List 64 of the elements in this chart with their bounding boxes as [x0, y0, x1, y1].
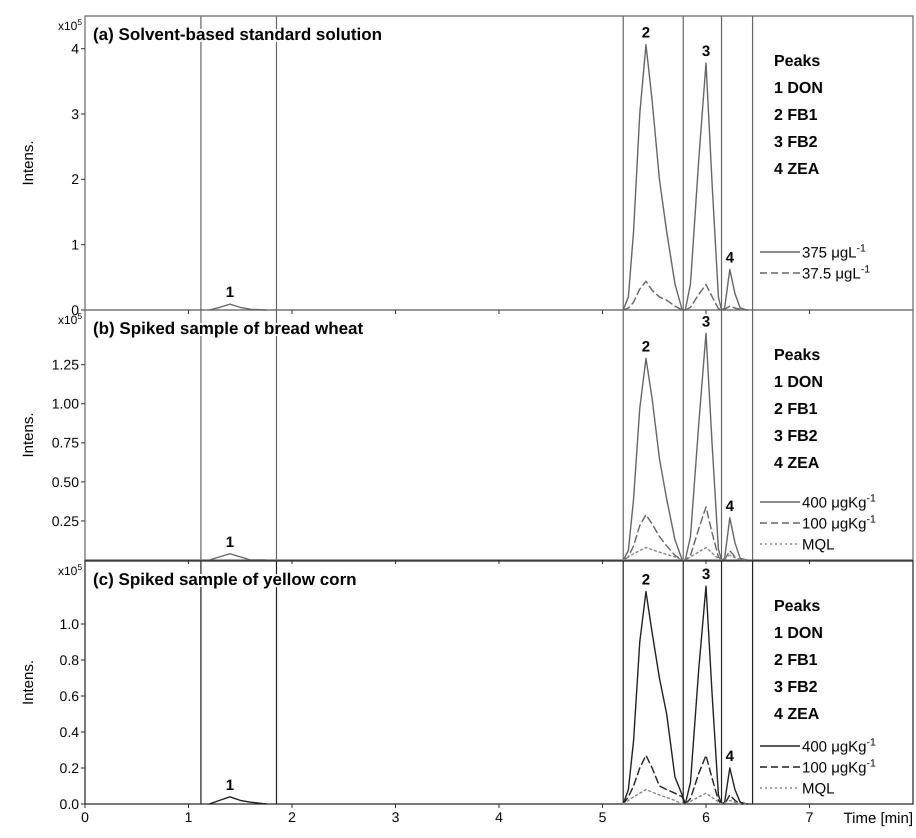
annotation: 2 — [642, 572, 650, 589]
annotation: 2 FB1 — [774, 401, 818, 418]
y-tick-label: 0.50 — [52, 474, 80, 490]
x-axis-title: Time [min] — [844, 810, 913, 827]
annotation: 3 FB2 — [774, 134, 818, 151]
annotation: 1 — [226, 534, 234, 551]
x-tick-label: 6 — [702, 809, 710, 825]
legend-label: 375 μgL$^{-1}$ — [802, 242, 866, 262]
annotation: 1 — [226, 284, 234, 302]
annotation: 3 — [702, 313, 710, 330]
annotation: 1 — [226, 776, 234, 794]
annotation: 4 ZEA — [774, 706, 820, 723]
annotation: 3 FB2 — [774, 428, 818, 445]
y-axis-title: Intens. — [20, 412, 37, 458]
annotation: Peaks — [774, 598, 820, 615]
legend-label: MQL — [802, 536, 835, 554]
y-tick-label: 0.2 — [60, 760, 80, 776]
annotation: 3 — [702, 43, 710, 60]
y-tick-label: 1 — [71, 236, 80, 253]
legend-label: 400 μgKg$^{-1}$ — [802, 736, 876, 756]
y-tick-label: 0.0 — [60, 796, 80, 812]
x-tick-label: 2 — [288, 809, 296, 825]
legend-label: MQL — [802, 780, 835, 798]
annotation: 4 ZEA — [774, 455, 820, 472]
annotation: 2 — [642, 24, 650, 42]
y-tick-label: 1.00 — [52, 396, 80, 412]
annotation: 4 — [726, 249, 735, 266]
y-tick-label: 2 — [71, 171, 80, 188]
annotation: 4 — [726, 498, 735, 515]
y-tick-label: 0.25 — [52, 512, 80, 529]
legend-label: 100 μgKg$^{-1}$ — [802, 513, 876, 532]
annotation: 1 DON — [774, 374, 823, 391]
y-tick-label: 0.4 — [60, 724, 80, 740]
annotation: 2 FB1 — [774, 652, 818, 669]
y-tick-label: 4 — [71, 40, 80, 57]
y-axis-title: Intens. — [20, 140, 37, 186]
legend-label: 37.5 μgL$^{-1}$ — [802, 263, 870, 282]
y-tick-label: 1.0 — [60, 616, 80, 632]
annotation: 1 DON — [774, 80, 823, 97]
y-tick-label: 1.25 — [52, 356, 80, 373]
x-tick-label: 5 — [598, 809, 607, 825]
annotation: 2 FB1 — [774, 107, 818, 124]
annotation: Peaks — [774, 347, 820, 364]
annotation: 1 DON — [774, 625, 823, 642]
y-tick-label: 0.8 — [60, 652, 80, 668]
annotation: 3 FB2 — [774, 679, 818, 696]
text: x10$^{5}$ — [58, 562, 82, 578]
annotation: 3 — [702, 566, 710, 584]
legend-label: 100 μgKg$^{-1}$ — [802, 757, 876, 776]
x-tick-label: 0 — [81, 809, 90, 825]
y-tick-label: 3 — [71, 106, 80, 122]
y-tick-label: 0.75 — [52, 434, 80, 451]
legend-label: 400 μgKg$^{-1}$ — [802, 492, 876, 512]
y-tick-label: 0.6 — [60, 688, 80, 704]
annotation: 4 ZEA — [774, 161, 820, 178]
x-tick-label: 3 — [392, 809, 400, 825]
annotation: 2 — [642, 338, 650, 356]
x-tick-label: 1 — [184, 809, 193, 825]
y-axis-title: Intens. — [20, 660, 37, 706]
x-tick-label: 4 — [495, 809, 504, 825]
annotation: 4 — [726, 748, 735, 765]
annotation: Peaks — [774, 53, 820, 70]
text: x10$^{5}$ — [58, 17, 82, 33]
x-tick-label: 7 — [806, 809, 814, 825]
